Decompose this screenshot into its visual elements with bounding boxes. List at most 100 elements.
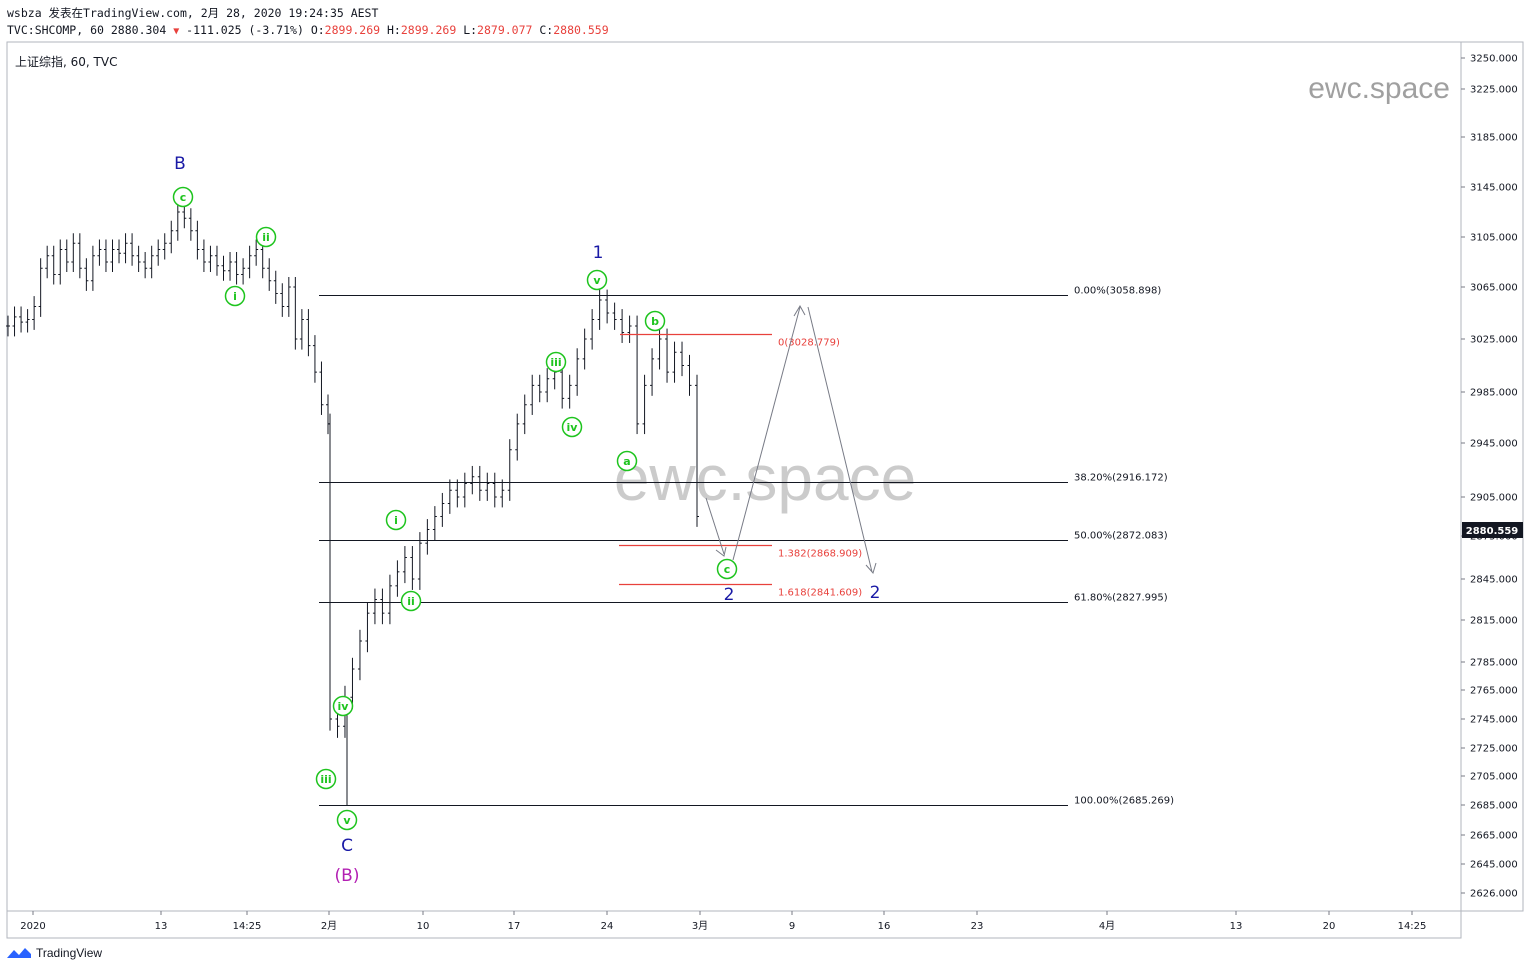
wave-label: v bbox=[343, 814, 351, 827]
wave-label: ii bbox=[407, 595, 415, 608]
y-tick-label: 2985.000 bbox=[1470, 388, 1518, 399]
wave-label-circle bbox=[716, 558, 738, 580]
last-price-tag-text: 2880.559 bbox=[1466, 526, 1519, 537]
tradingview-logo-icon bbox=[7, 948, 31, 958]
wave-label-circle bbox=[561, 416, 583, 438]
tradingview-footer[interactable]: TradingView bbox=[6, 946, 102, 960]
wave-label: B bbox=[174, 154, 186, 174]
x-tick-label: 3月 bbox=[692, 920, 708, 932]
close-value: 2880.559 bbox=[553, 23, 609, 37]
wave-label: b bbox=[651, 315, 659, 328]
x-tick-label: 17 bbox=[508, 921, 521, 932]
wave-label: i bbox=[233, 290, 237, 303]
y-tick-label: 3105.000 bbox=[1470, 233, 1518, 244]
tradingview-brand: TradingView bbox=[36, 946, 103, 960]
open-label: O: bbox=[310, 23, 325, 37]
x-tick-label: 2020 bbox=[20, 921, 45, 932]
y-tick-label: 2725.000 bbox=[1470, 744, 1518, 755]
last-price: 2880.304 bbox=[110, 23, 167, 37]
high-label: H: bbox=[387, 23, 401, 37]
y-tick-label: 2785.000 bbox=[1470, 658, 1518, 669]
fib-extension-label: 1.618(2841.609) bbox=[778, 588, 862, 599]
wave-label: a bbox=[623, 455, 630, 468]
x-tick-label: 9 bbox=[789, 921, 795, 932]
x-tick-label: 14:25 bbox=[233, 921, 262, 932]
wave-label: 2 bbox=[724, 585, 735, 605]
projection-leg-3 bbox=[807, 306, 873, 573]
wave-label: v bbox=[593, 274, 601, 287]
y-tick-label: 3145.000 bbox=[1470, 183, 1518, 194]
chart-header-line1: wsbza 发表在TradingView.com, 2月 28, 2020 19… bbox=[7, 5, 378, 21]
fib-level-label: 0.00%(3058.898) bbox=[1074, 286, 1161, 297]
fib-retracement[interactable]: 0.00%(3058.898) 38.20%(2916.172) 50.00%(28… bbox=[319, 286, 1174, 807]
wave-label-circle bbox=[545, 351, 567, 373]
y-tick-label: 3185.000 bbox=[1470, 133, 1518, 144]
x-tick-label: 20 bbox=[1323, 921, 1336, 932]
last-price-tag-bg bbox=[1462, 522, 1523, 538]
wave-label: c bbox=[724, 563, 731, 576]
fib-extension-label: 0(3028.779) bbox=[778, 338, 840, 349]
x-tick-label: 24 bbox=[601, 921, 614, 932]
price-axis-frame bbox=[1460, 41, 1524, 912]
wave-label: iv bbox=[567, 421, 579, 434]
fib-extension[interactable]: 0(3028.779) 1.382(2868.909) 1.618(2841.609… bbox=[619, 333, 862, 599]
y-tick-label: 3225.000 bbox=[1470, 85, 1518, 96]
wave-label-circle bbox=[336, 809, 358, 831]
price-bars bbox=[6, 202, 699, 805]
wave-label-circle bbox=[385, 509, 407, 531]
fib-level-label: 50.00%(2872.083) bbox=[1074, 531, 1168, 542]
y-tick-label: 2705.000 bbox=[1470, 772, 1518, 783]
y-tick-label: 2905.000 bbox=[1470, 493, 1518, 504]
wave-label: iv bbox=[338, 700, 350, 713]
y-tick-label: 2815.000 bbox=[1470, 616, 1518, 627]
wave-label-circle bbox=[255, 226, 277, 248]
wave-label: iii bbox=[550, 356, 561, 369]
y-tick-label: 3250.000 bbox=[1470, 54, 1518, 65]
wave-label-circle bbox=[332, 695, 354, 717]
arrowhead-1 bbox=[715, 546, 727, 557]
symbol[interactable]: TVC:SHCOMP, 60 bbox=[7, 23, 104, 37]
x-tick-label: 4月 bbox=[1099, 920, 1115, 932]
arrowhead-3 bbox=[865, 562, 877, 575]
y-tick-label: 2626.000 bbox=[1470, 889, 1518, 900]
wave-label-circle bbox=[224, 285, 246, 307]
time-axis-frame bbox=[6, 910, 1462, 939]
chart-header-line2: TVC:SHCOMP, 60 2880.304 ▼ -111.025 (-3.7… bbox=[7, 23, 609, 37]
projection-leg-2 bbox=[732, 306, 801, 561]
down-arrow-icon: ▼ bbox=[173, 26, 180, 37]
fib-level-label: 100.00%(2685.269) bbox=[1074, 796, 1174, 807]
close-label: C: bbox=[539, 23, 554, 37]
last-price-tag: 2880.559 bbox=[1462, 522, 1523, 538]
price-axis[interactable]: 3250.000 3225.000 3185.000 3145.000 3105.000… bbox=[1461, 54, 1518, 900]
wave-label: i bbox=[394, 514, 398, 527]
wave-label: (B) bbox=[335, 866, 360, 886]
price-change: -111.025 (-3.71%) bbox=[186, 23, 304, 37]
wave-label-circle bbox=[400, 590, 422, 612]
time-axis[interactable]: 2020 13 14:25 2月 10 17 24 3月 9 16 23 4月 13 20 14:25 bbox=[20, 911, 1426, 932]
low-value: 2879.077 bbox=[477, 23, 533, 37]
arrowhead-2 bbox=[793, 305, 806, 317]
x-tick-label: 13 bbox=[1230, 921, 1243, 932]
y-tick-label: 2665.000 bbox=[1470, 831, 1518, 842]
high-value: 2899.269 bbox=[400, 23, 457, 37]
y-tick-label: 3065.000 bbox=[1470, 283, 1518, 294]
wave-label-circle bbox=[586, 269, 608, 291]
x-tick-label: 10 bbox=[417, 921, 430, 932]
x-tick-label: 16 bbox=[878, 921, 891, 932]
x-tick-label: 14:25 bbox=[1398, 921, 1427, 932]
wave-label: c bbox=[180, 191, 187, 204]
fib-level-label: 38.20%(2916.172) bbox=[1074, 473, 1168, 484]
projection-leg-1 bbox=[705, 497, 725, 555]
y-tick-label: 2685.000 bbox=[1470, 801, 1518, 812]
y-tick-label: 2945.000 bbox=[1470, 439, 1518, 450]
open-value: 2899.269 bbox=[324, 23, 381, 37]
y-tick-label: 2845.000 bbox=[1470, 575, 1518, 586]
watermark-corner: ewc.space bbox=[1308, 72, 1450, 105]
wave-label-circle bbox=[616, 450, 638, 472]
wave-label: 2 bbox=[870, 583, 881, 603]
wave-label: ii bbox=[262, 231, 270, 244]
publish-info: wsbza 发表在TradingView.com, 2月 28, 2020 19… bbox=[7, 6, 379, 20]
wave-label: iii bbox=[320, 773, 331, 786]
